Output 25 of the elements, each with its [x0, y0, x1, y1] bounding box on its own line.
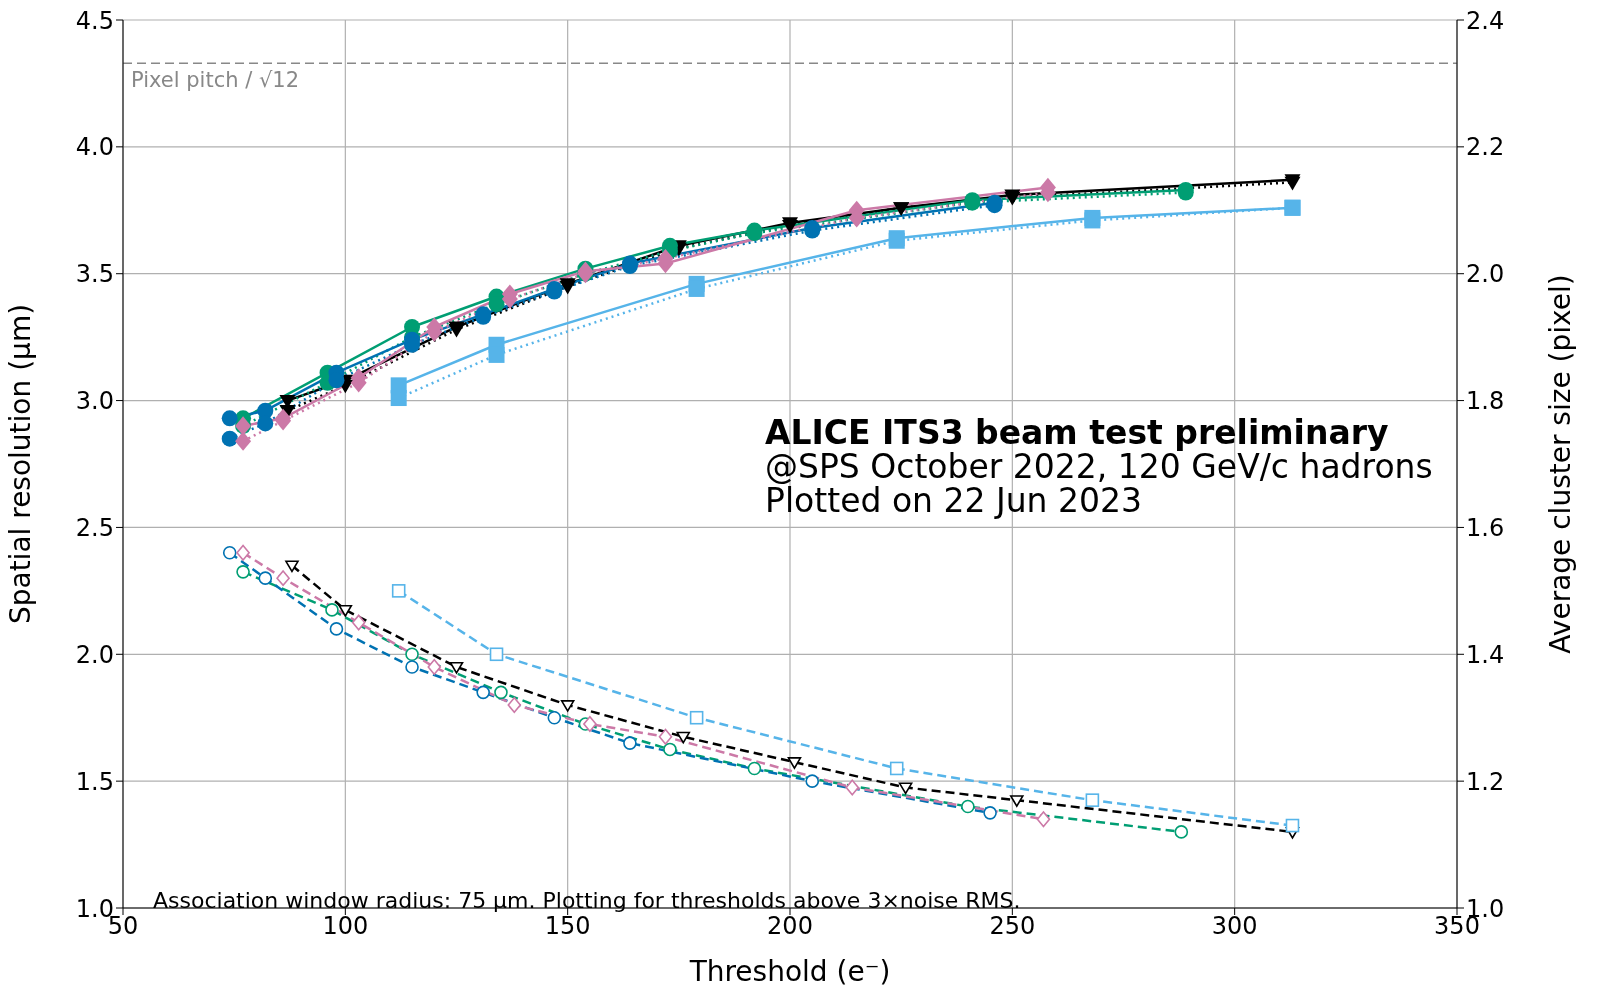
- x-tick-label: 100: [322, 912, 369, 941]
- x-axis-title: Threshold (e⁻): [688, 955, 891, 988]
- y-tick-label: 4.0: [75, 133, 114, 162]
- ref-line-label: Pixel pitch / √12: [131, 68, 300, 93]
- y-tick-label: 4.5: [75, 6, 114, 35]
- y-tick-label: 1.5: [75, 767, 114, 796]
- y2-tick-label: 1.8: [1466, 387, 1505, 416]
- y-tick-label: 2.5: [75, 513, 114, 542]
- y2-tick-label: 1.2: [1466, 767, 1505, 796]
- annotation: ALICE ITS3 beam test preliminary: [765, 413, 1390, 452]
- y2-tick-label: 1.6: [1466, 513, 1505, 542]
- y2-tick-label: 1.4: [1466, 640, 1505, 669]
- y-tick-label: 3.5: [75, 260, 114, 289]
- y-tick-label: 3.0: [75, 387, 114, 416]
- y-axis-title: Spatial resolution (µm): [3, 303, 37, 625]
- y2-axis-title: Average cluster size (pixel): [1543, 274, 1577, 654]
- annotation: Association window radius: 75 µm. Plotting for thresholds above 3×noise RMS.: [153, 888, 1021, 913]
- y2-tick-label: 2.2: [1466, 133, 1505, 162]
- y2-tick-label: 2.0: [1466, 260, 1505, 289]
- y-tick-label: 2.0: [75, 640, 114, 669]
- x-tick-label: 300: [1211, 912, 1258, 941]
- y2-tick-label: 2.4: [1466, 6, 1505, 35]
- x-tick-label: 250: [989, 912, 1036, 941]
- x-tick-label: 150: [544, 912, 591, 941]
- x-tick-label: 200: [767, 912, 813, 941]
